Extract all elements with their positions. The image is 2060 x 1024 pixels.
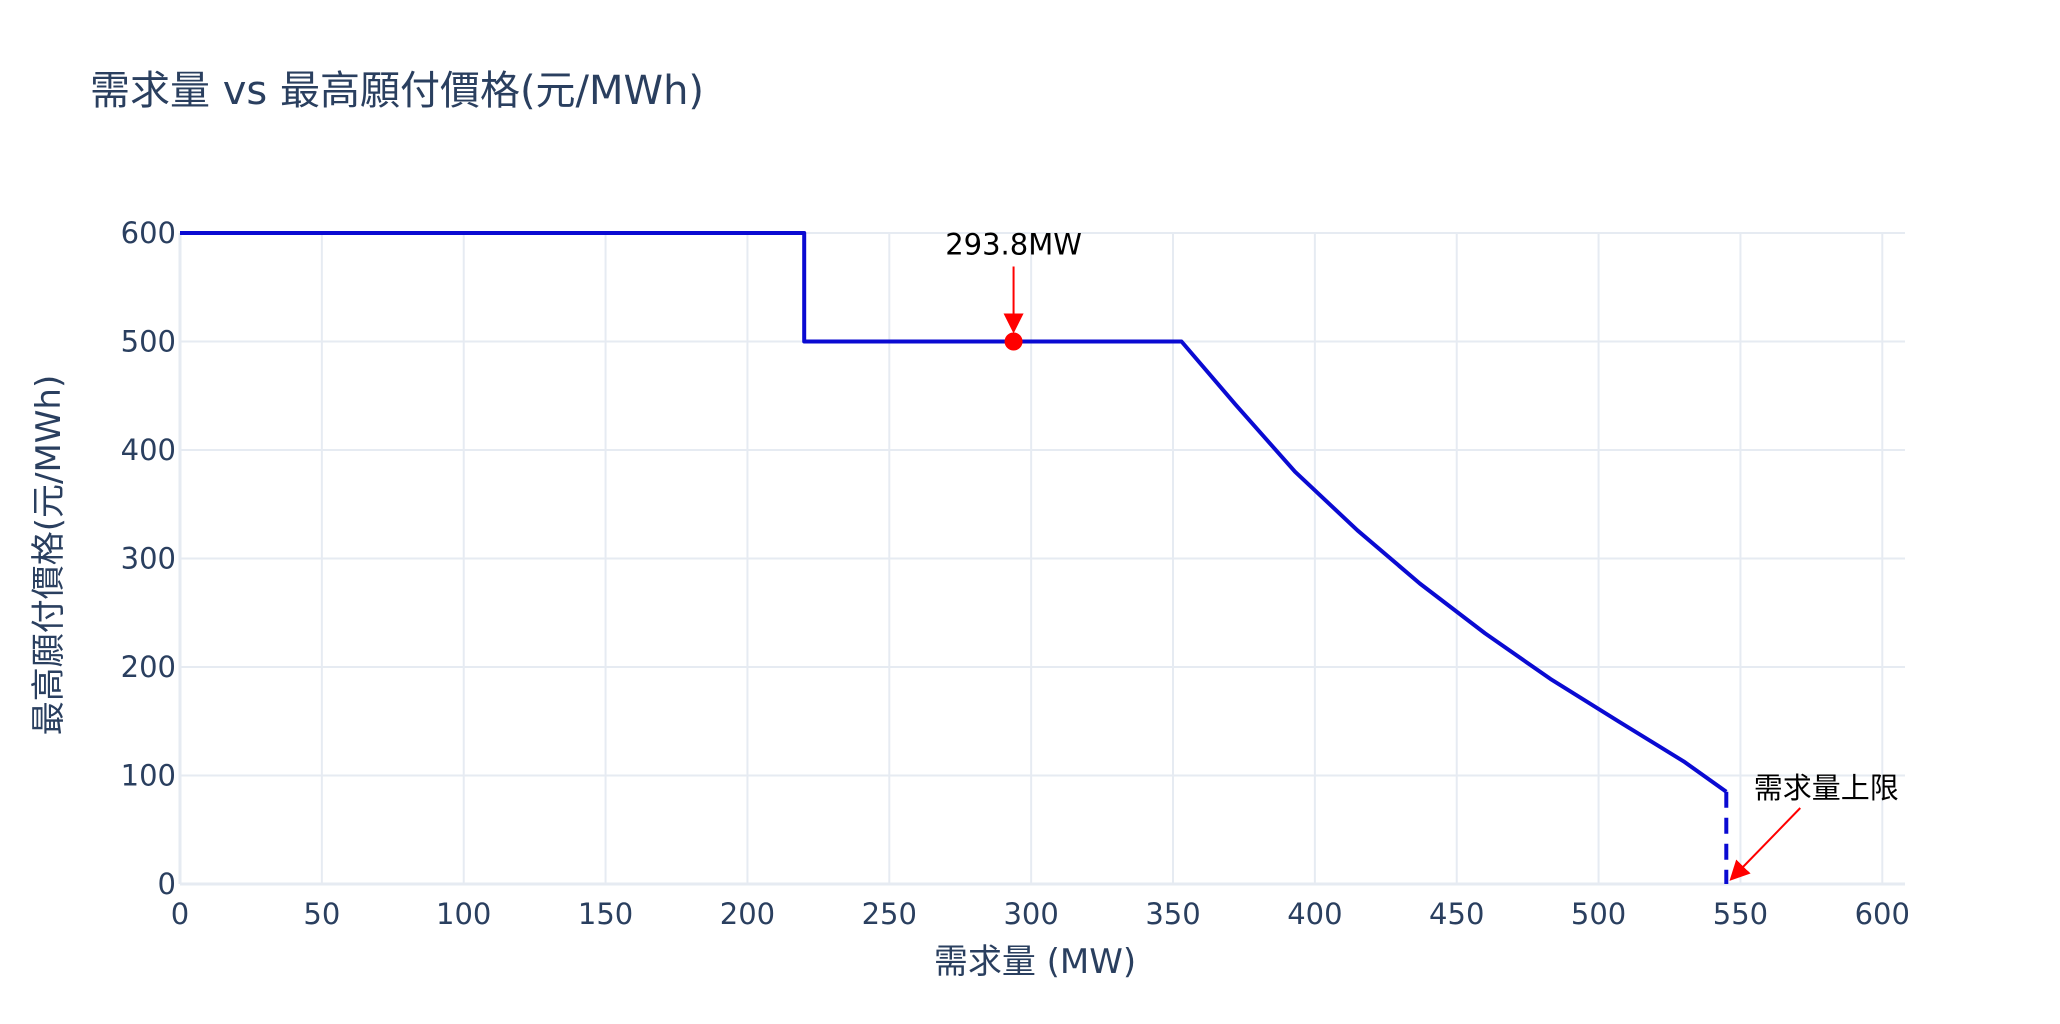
x-tick-label: 400 — [1287, 897, 1342, 931]
grid-layer — [178, 232, 1905, 886]
clearing-point-marker — [1004, 332, 1023, 351]
annotation-label-cap: 需求量上限 — [1754, 771, 1899, 805]
y-tick-label: 100 — [121, 759, 176, 793]
y-axis-title: 最高願付價格(元/MWh) — [29, 375, 69, 736]
y-tick-label: 500 — [121, 325, 176, 359]
x-tick-label: 500 — [1571, 897, 1626, 931]
x-tick-label: 350 — [1145, 897, 1200, 931]
y-tick-label: 400 — [121, 433, 176, 467]
x-tick-label: 550 — [1713, 897, 1768, 931]
x-tick-label: 450 — [1429, 897, 1484, 931]
x-tick-label: 250 — [862, 897, 917, 931]
x-tick-label: 100 — [436, 897, 491, 931]
y-tick-label: 300 — [121, 542, 176, 576]
demand-curve-line — [180, 231, 1728, 794]
annotation-layer: 293.8MW 需求量上限 — [945, 228, 1899, 881]
x-axis-title: 需求量 (MW) — [934, 942, 1136, 982]
series-layer — [180, 231, 1729, 884]
annotation-label-clearing: 293.8MW — [945, 228, 1082, 262]
x-tick-label: 300 — [1003, 897, 1058, 931]
y-tick-label: 200 — [121, 650, 176, 684]
x-tick-label: 0 — [171, 897, 189, 931]
tick-layer: 0 50 100 150 200 250 300 350 400 450 500 550 600 0 100… — [121, 216, 1910, 931]
annotation-arrow-cap — [1729, 807, 1801, 881]
y-tick-label: 0 — [158, 867, 176, 901]
x-tick-label: 50 — [303, 897, 340, 931]
x-tick-label: 600 — [1855, 897, 1910, 931]
chart-title: 需求量 vs 最高願付價格(元/MWh) — [90, 68, 704, 114]
x-tick-label: 150 — [578, 897, 633, 931]
y-tick-label: 600 — [121, 216, 176, 250]
x-tick-label: 200 — [720, 897, 775, 931]
